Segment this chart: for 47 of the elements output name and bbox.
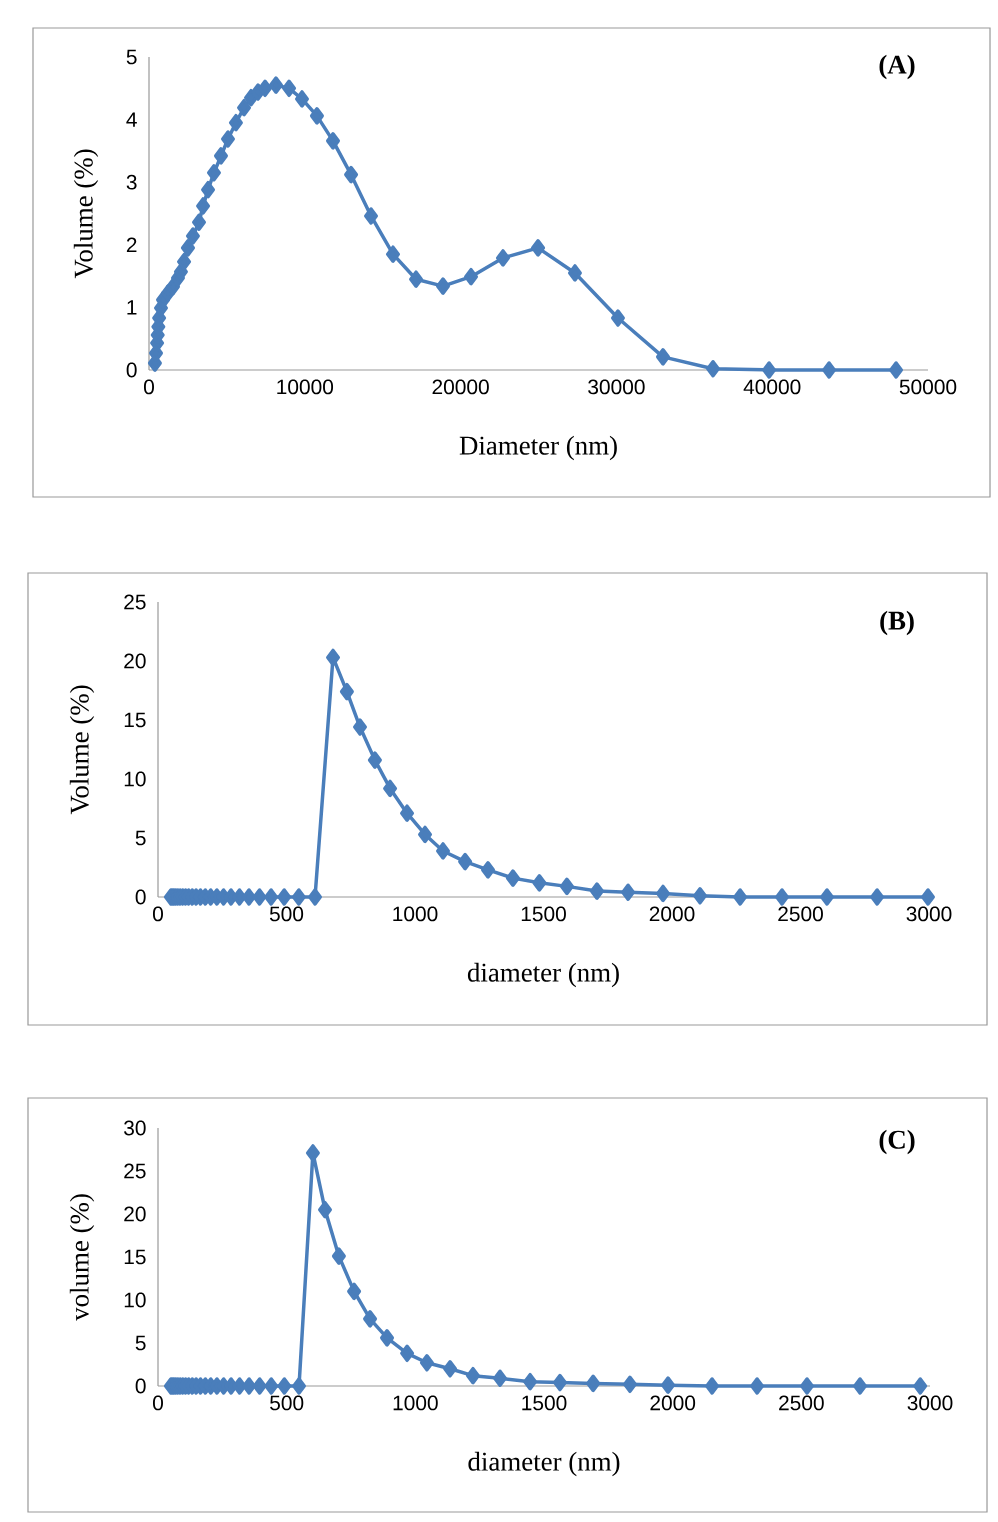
y-tick-label: 0 [135,1378,146,1394]
x-tick-label: 1500 [522,1395,567,1411]
y-tick-label: 10 [124,1292,146,1308]
chart-title: (B) [880,610,914,636]
x-tick-label: 3000 [906,906,952,922]
chart-title: (A) [879,54,915,80]
x-tick-label: 3000 [907,1395,953,1411]
y-tick-label: 10 [124,771,146,787]
y-axis-title: volume (%) [69,1194,95,1321]
x-tick-label: 2500 [778,906,823,922]
x-tick-label: 2000 [649,906,695,922]
x-tick-label: 50000 [899,379,957,395]
x-tick-label: 10000 [277,379,334,395]
x-tick-label: 2500 [779,1395,824,1411]
y-tick-label: 4 [126,112,137,127]
y-tick-label: 1 [127,300,137,315]
y-axis-title: Volume (%) [69,685,95,815]
y-tick-label: 0 [135,889,146,905]
x-tick-label: 1500 [521,906,566,922]
y-tick-label: 25 [124,594,146,610]
y-tick-label: 5 [135,830,146,846]
x-axis-title: diameter (nm) [468,1451,620,1477]
x-tick-label: 40000 [743,379,801,395]
x-tick-label: 2000 [650,1395,696,1411]
y-tick-label: 25 [124,1163,146,1179]
x-axis-title: Diameter (nm) [459,435,617,461]
x-tick-label: 500 [270,1395,304,1411]
y-tick-label: 0 [126,362,137,378]
x-axis-title: diameter (nm) [467,962,619,988]
y-axis-title: Volume (%) [73,149,99,279]
x-tick-label: 30000 [588,379,645,395]
y-tick-label: 2 [126,237,137,253]
y-tick-label: 20 [124,653,146,669]
x-tick-label: 500 [269,906,304,922]
y-tick-label: 15 [124,1249,146,1265]
y-tick-label: 30 [124,1120,146,1136]
x-tick-label: 0 [153,906,163,922]
y-tick-label: 3 [126,174,137,190]
x-tick-label: 20000 [432,379,489,395]
y-tick-label: 5 [126,49,137,65]
x-tick-label: 1000 [393,1395,438,1411]
x-tick-label: 0 [153,1395,163,1411]
chart-title: (C) [879,1129,915,1155]
y-tick-label: 15 [124,712,146,728]
y-tick-label: 5 [135,1335,146,1351]
x-tick-label: 1000 [393,906,438,922]
y-tick-label: 20 [124,1206,146,1222]
